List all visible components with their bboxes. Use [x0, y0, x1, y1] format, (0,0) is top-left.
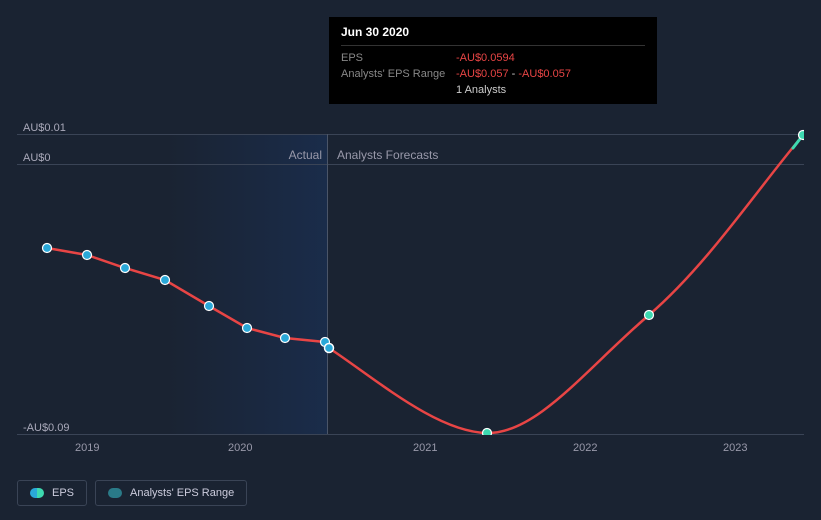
tooltip-row-eps: EPS -AU$0.0594 [341, 50, 645, 66]
tooltip-eps-value: -AU$0.0594 [456, 52, 515, 64]
legend-marker-icon [108, 488, 122, 498]
tooltip-eps-label: EPS [341, 52, 456, 64]
tooltip-range-label: Analysts' EPS Range [341, 68, 456, 80]
legend-item-eps[interactable]: EPS [17, 480, 87, 506]
legend-label: Analysts' EPS Range [130, 487, 234, 499]
legend-marker-icon [30, 488, 44, 498]
x-axis-label: 2020 [228, 442, 252, 454]
x-axis-label: 2019 [75, 442, 99, 454]
tooltip-row-range: Analysts' EPS Range -AU$0.057 - -AU$0.05… [341, 66, 645, 82]
tooltip-analyst-count: 1 Analysts [456, 82, 645, 96]
chart-tooltip: Jun 30 2020 EPS -AU$0.0594 Analysts' EPS… [329, 17, 657, 104]
x-axis-label: 2023 [723, 442, 747, 454]
eps-chart[interactable]: AU$0.01AU$0-AU$0.09 Actual Analysts Fore… [17, 120, 804, 435]
x-axis-label: 2021 [413, 442, 437, 454]
x-axis-label: 2022 [573, 442, 597, 454]
tooltip-date: Jun 30 2020 [341, 25, 645, 46]
chart-plot [17, 120, 804, 435]
legend-item-range[interactable]: Analysts' EPS Range [95, 480, 247, 506]
legend-label: EPS [52, 487, 74, 499]
chart-legend: EPS Analysts' EPS Range [17, 480, 247, 506]
tooltip-range-value: -AU$0.057 - -AU$0.057 [456, 68, 571, 80]
